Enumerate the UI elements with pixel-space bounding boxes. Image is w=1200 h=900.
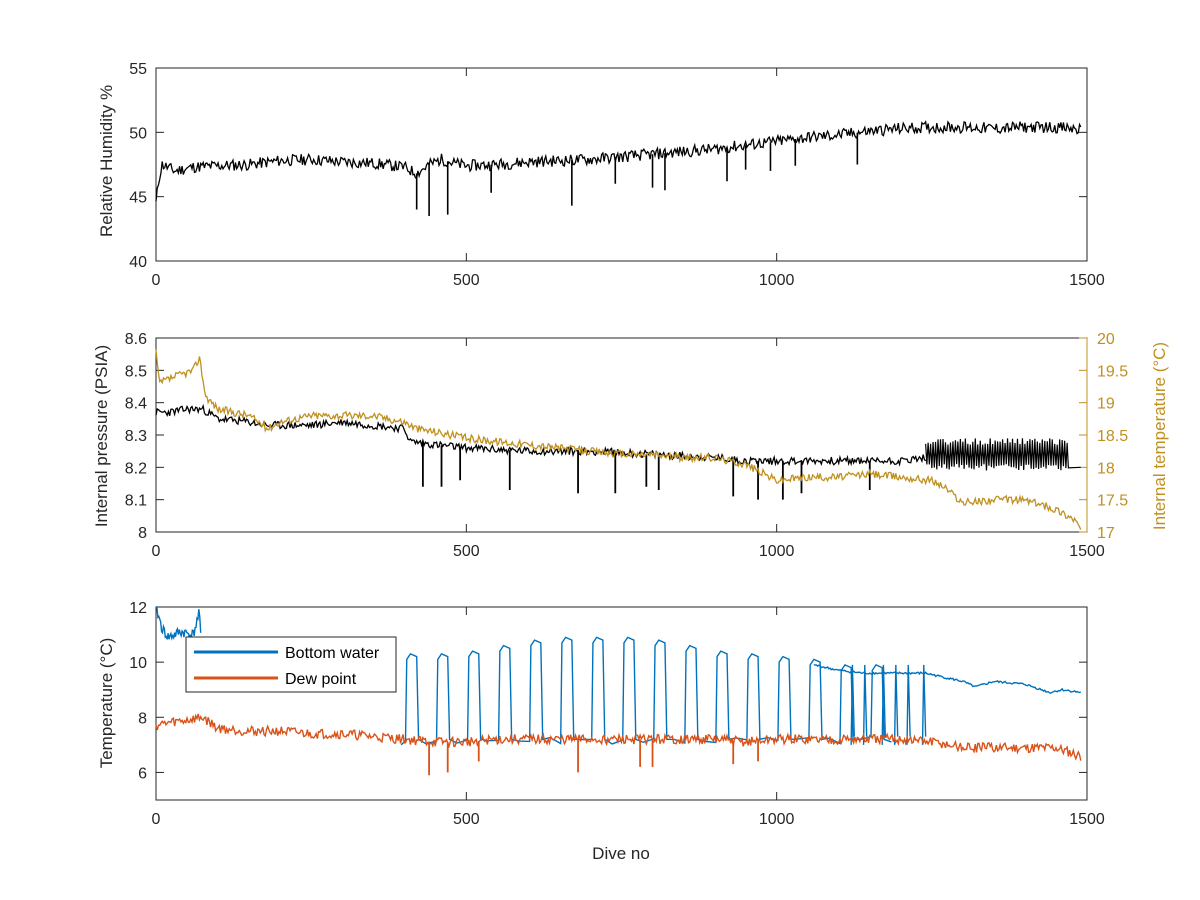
pressure-ytick-label: 8.4 xyxy=(125,396,147,413)
temperature-xtick-label: 0 xyxy=(152,811,161,828)
rh-xtick-label: 1500 xyxy=(1069,272,1105,289)
pressure-ytick-label: 8.5 xyxy=(125,363,147,380)
pressure-ytick-label: 8.3 xyxy=(125,428,147,445)
temperature-ytick-label: 12 xyxy=(129,600,147,617)
legend-label-bottom-water: Bottom water xyxy=(285,645,380,662)
rh-ytick-label: 40 xyxy=(129,254,147,271)
temperature-axes-box xyxy=(155,606,1088,801)
rh-ytick-label: 55 xyxy=(129,61,147,78)
legend-box xyxy=(185,636,397,693)
internal-temperature-series-line xyxy=(155,349,1082,530)
pressure-xtick-label: 0 xyxy=(152,543,161,560)
panel-temperature: 0 500 1000 1500 6 8 10 12 Temperature (°C) Dive… xyxy=(97,600,1105,863)
temperature-xtick-label: 1000 xyxy=(759,811,795,828)
temperature-ytick-label: 8 xyxy=(138,710,147,727)
temperature-xtick-label: 500 xyxy=(453,811,480,828)
bottom-water-cycles xyxy=(400,636,892,746)
bottom-water-tail xyxy=(813,663,1082,694)
panel-relative-humidity: 0 500 1000 1500 40 45 50 55 Relative Humidity % xyxy=(97,61,1105,289)
temperature-plot-area: 0 500 1000 1500 6 8 10 12 xyxy=(129,600,1105,828)
pressure-ytick-label: 8.1 xyxy=(125,493,147,510)
rh-ytick-label: 50 xyxy=(129,125,147,142)
pressure-oscillation xyxy=(925,438,1081,471)
pressure-y2tick-label: 19 xyxy=(1097,396,1115,413)
pressure-y2tick-label: 18 xyxy=(1097,460,1115,477)
temperature-ylabel: Temperature (°C) xyxy=(97,638,116,769)
pressure-y2tick-label: 18.5 xyxy=(1097,428,1128,445)
pressure-y2tick-label: 20 xyxy=(1097,331,1115,348)
panel-internal-pressure: 0 500 1000 1500 8 8.1 8.2 8.3 8.4 8.5 8.6 17 17.5 18 1… xyxy=(92,331,1169,560)
rh-xtick-label: 1000 xyxy=(759,272,795,289)
temperature-xtick-label: 1500 xyxy=(1069,811,1105,828)
rh-ylabel: Relative Humidity % xyxy=(97,85,116,237)
rh-series-line xyxy=(155,120,1082,202)
rh-dips xyxy=(415,132,859,216)
pressure-xtick-label: 500 xyxy=(453,543,480,560)
pressure-y2tick-label: 17 xyxy=(1097,525,1115,542)
pressure-xtick-label: 1500 xyxy=(1069,543,1105,560)
pressure-y2tick-label: 17.5 xyxy=(1097,493,1128,510)
legend-label-dew-point: Dew point xyxy=(285,671,357,688)
temperature-y2label: Internal temperature (°C) xyxy=(1150,342,1169,530)
pressure-plot-area: 0 500 1000 1500 8 8.1 8.2 8.3 8.4 8.5 8.6 17 17.5 18 1… xyxy=(125,331,1128,560)
rh-xtick-label: 500 xyxy=(453,272,480,289)
legend: Bottom water Dew point xyxy=(185,636,397,693)
pressure-ytick-label: 8 xyxy=(138,525,147,542)
bottom-water-dense-spikes xyxy=(850,664,927,745)
pressure-series-line xyxy=(155,403,927,467)
temperature-xlabel: Dive no xyxy=(592,844,650,863)
pressure-ytick-label: 8.6 xyxy=(125,331,147,348)
rh-ytick-label: 45 xyxy=(129,190,147,207)
temperature-ytick-label: 10 xyxy=(129,655,147,672)
rh-plot-area: 0 500 1000 1500 40 45 50 55 xyxy=(129,61,1105,289)
temperature-ytick-label: 6 xyxy=(138,765,147,782)
pressure-y2tick-label: 19.5 xyxy=(1097,363,1128,380)
dew-point-dips xyxy=(428,739,759,776)
dew-point-series-line xyxy=(155,713,1082,761)
pressure-ylabel: Internal pressure (PSIA) xyxy=(92,345,111,527)
pressure-ytick-label: 8.2 xyxy=(125,460,147,477)
pressure-xtick-label: 1000 xyxy=(759,543,795,560)
rh-axes-box xyxy=(155,67,1088,262)
rh-xtick-label: 0 xyxy=(152,272,161,289)
bottom-water-early-segment xyxy=(156,606,202,641)
